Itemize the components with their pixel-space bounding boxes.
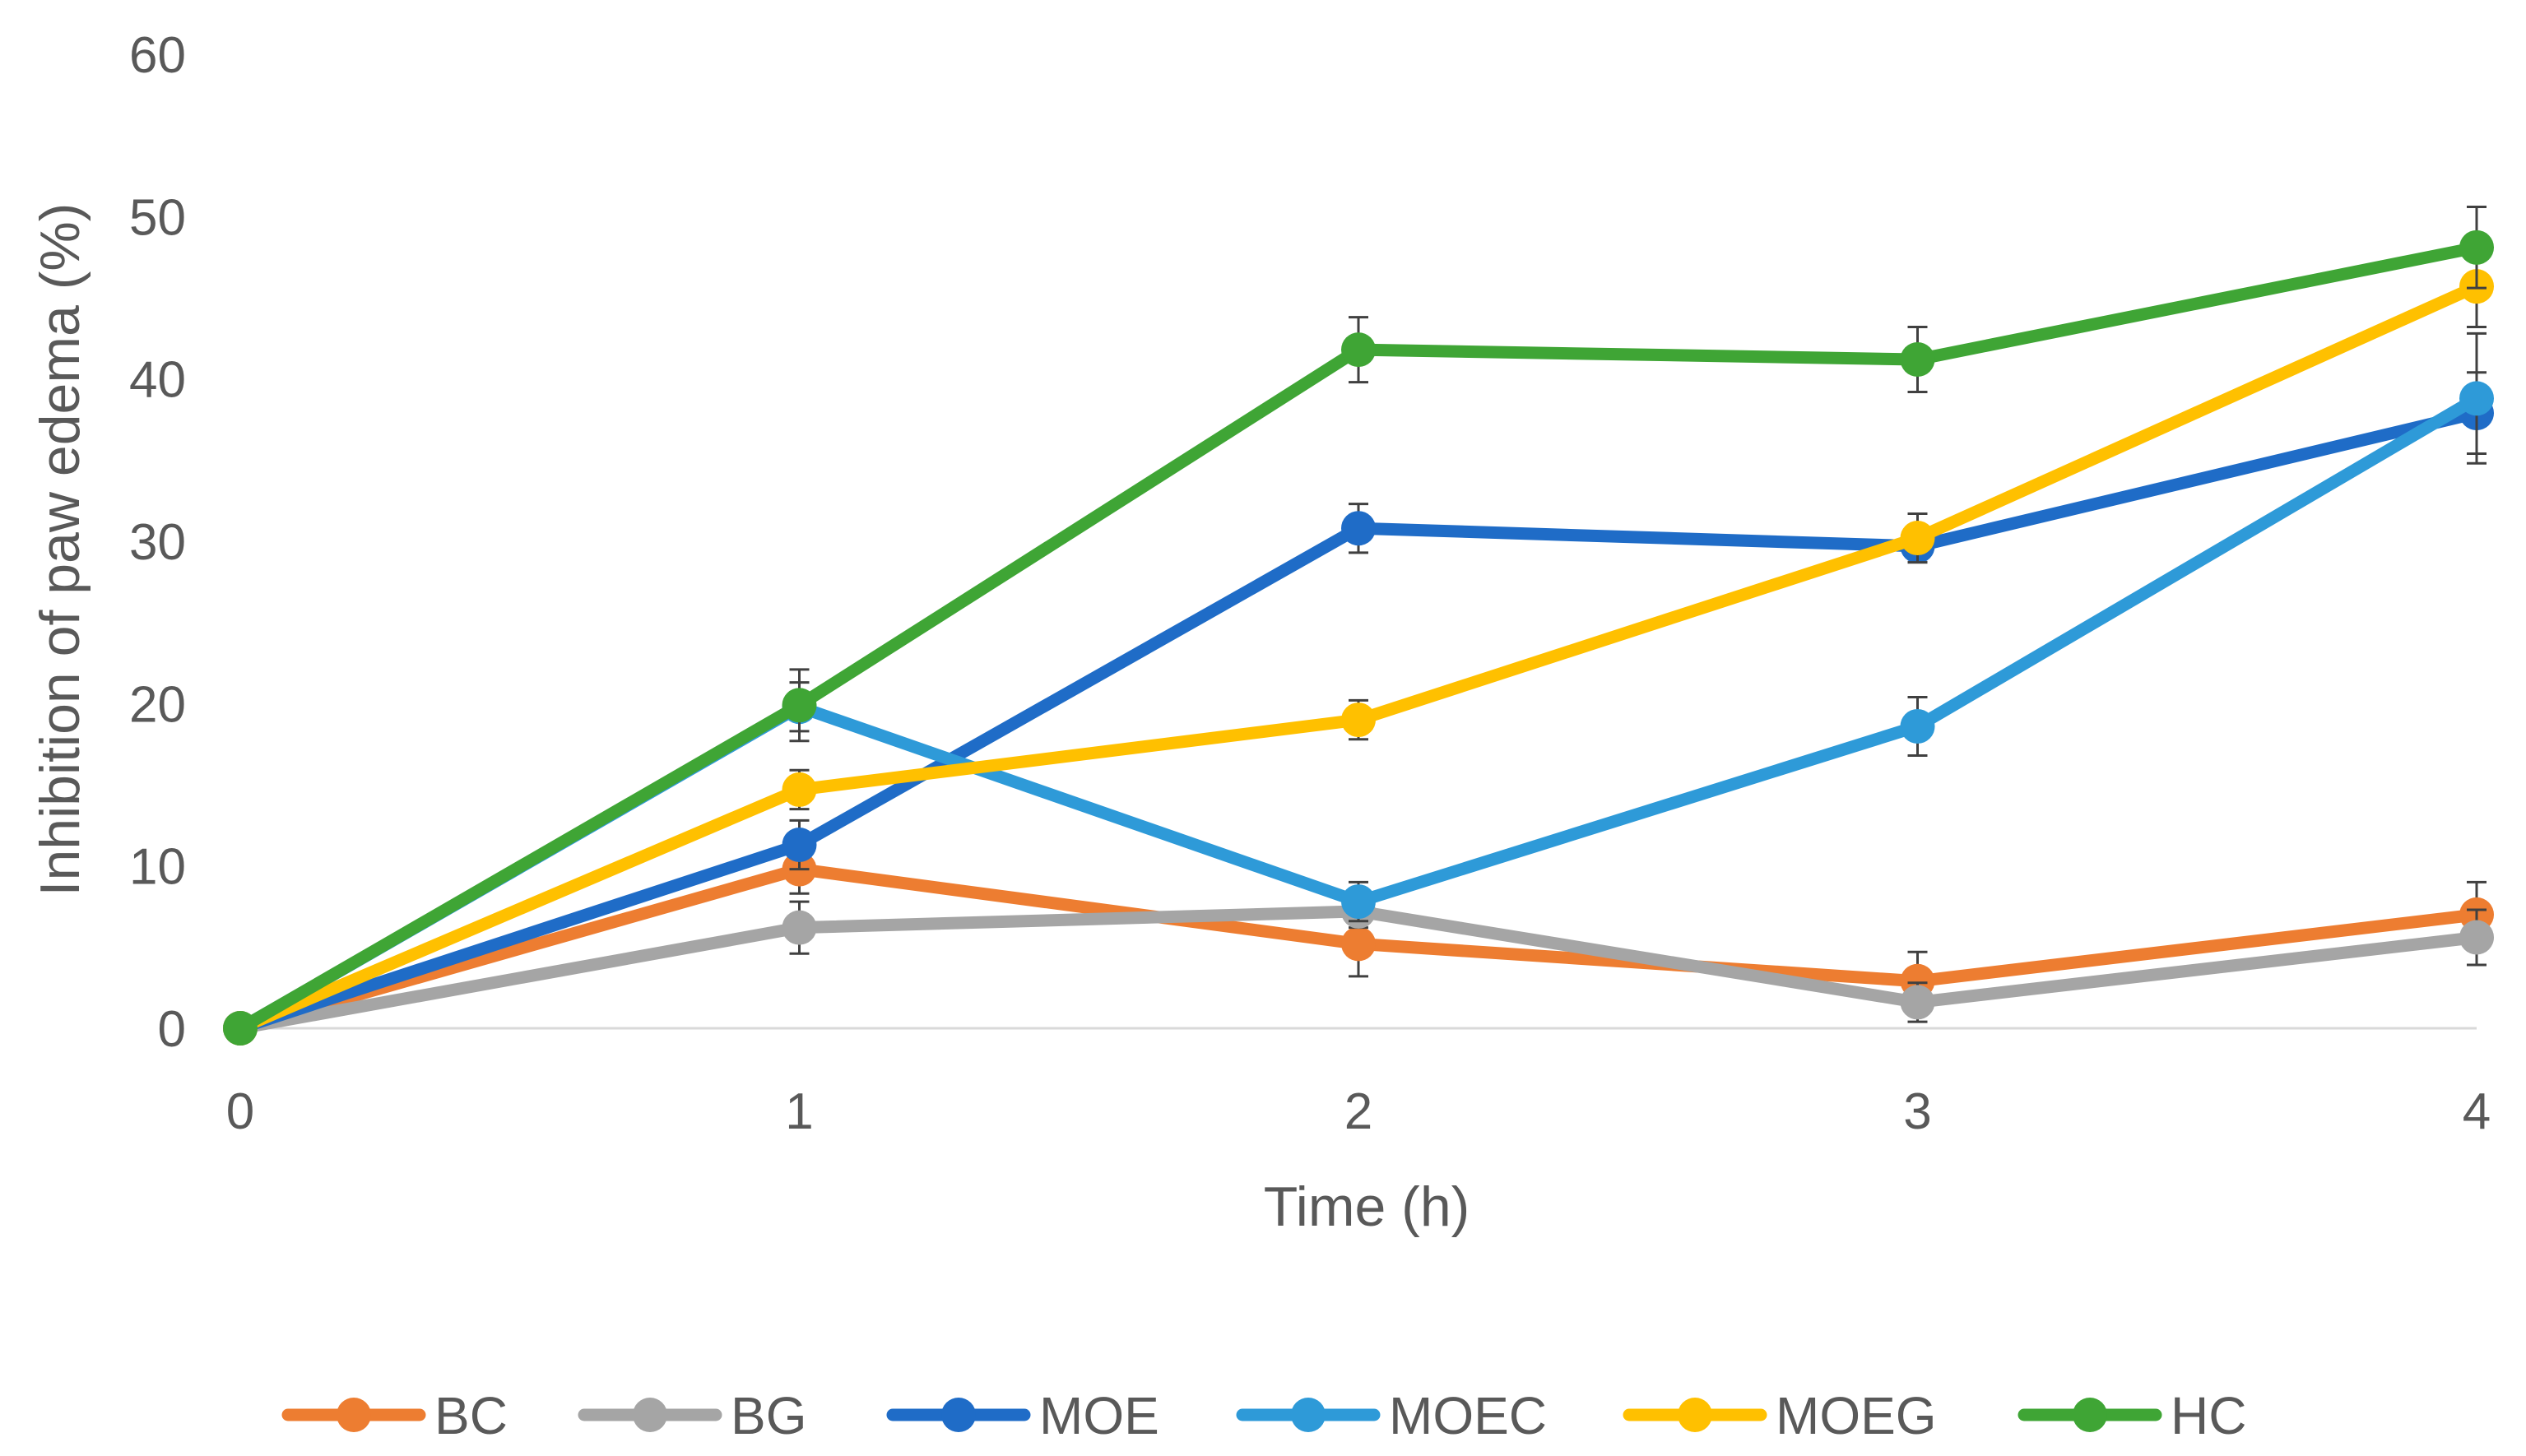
data-point-moeg bbox=[1341, 702, 1376, 738]
x-tick-label: 1 bbox=[785, 1083, 813, 1140]
legend-label: MOE bbox=[1039, 1386, 1159, 1445]
data-point-bc bbox=[1341, 926, 1376, 962]
x-tick-label: 3 bbox=[1903, 1083, 1931, 1140]
series-hc bbox=[223, 205, 2494, 1046]
legend-label: HC bbox=[2171, 1386, 2246, 1445]
legend-label: MOEC bbox=[1389, 1386, 1547, 1445]
legend-item-moec: MOEC bbox=[1236, 1386, 1547, 1445]
data-point-hc bbox=[2459, 230, 2494, 265]
y-tick-label: 50 bbox=[129, 189, 186, 246]
y-tick-label: 30 bbox=[129, 514, 186, 571]
x-tick-label: 0 bbox=[226, 1083, 254, 1140]
data-point-moe bbox=[782, 828, 817, 863]
legend-label: BC bbox=[434, 1386, 508, 1445]
legend-item-hc: HC bbox=[2018, 1386, 2246, 1445]
y-axis-title: Inhibition of paw edema (%) bbox=[29, 203, 91, 897]
data-point-moeg bbox=[782, 772, 817, 807]
x-tick-label: 2 bbox=[1344, 1083, 1372, 1140]
data-point-moec bbox=[2459, 381, 2494, 416]
series-layer bbox=[223, 205, 2494, 1046]
x-axis-title: Time (h) bbox=[1264, 1175, 1470, 1238]
y-tick-label: 10 bbox=[129, 839, 186, 896]
legend-marker bbox=[1291, 1398, 1326, 1432]
y-axis-ticks: 0 10 20 30 40 50 60 bbox=[129, 27, 186, 1058]
legend-marker bbox=[941, 1398, 976, 1432]
y-tick-label: 60 bbox=[129, 27, 186, 84]
data-point-hc bbox=[223, 1011, 258, 1046]
data-point-moec bbox=[1900, 708, 1935, 744]
x-tick-label: 4 bbox=[2463, 1083, 2491, 1140]
data-point-hc bbox=[1341, 332, 1376, 368]
legend-marker bbox=[633, 1398, 667, 1432]
data-point-bg bbox=[782, 910, 817, 945]
legend-label: MOEG bbox=[1776, 1386, 1937, 1445]
legend-marker bbox=[337, 1398, 371, 1432]
data-point-bg bbox=[2459, 920, 2494, 955]
legend-item-moe: MOE bbox=[886, 1386, 1159, 1445]
data-point-moeg bbox=[1900, 521, 1935, 556]
data-point-hc bbox=[1900, 341, 1935, 377]
y-tick-label: 0 bbox=[158, 1001, 186, 1058]
x-axis-ticks: 0 1 2 3 4 bbox=[226, 1083, 2491, 1140]
legend-item-bc: BC bbox=[281, 1386, 508, 1445]
legend-label: BG bbox=[731, 1386, 806, 1445]
data-point-bg bbox=[1900, 985, 1935, 1020]
series-bc bbox=[223, 843, 2494, 1046]
y-tick-label: 40 bbox=[129, 352, 186, 409]
legend: BC BG MOE MOEC MOEG HC bbox=[281, 1386, 2246, 1445]
legend-item-moeg: MOEG bbox=[1623, 1386, 1937, 1445]
data-point-moe bbox=[1341, 511, 1376, 546]
legend-item-bg: BG bbox=[578, 1386, 806, 1445]
legend-marker bbox=[1678, 1398, 1712, 1432]
data-point-hc bbox=[782, 688, 817, 723]
data-point-moec bbox=[1341, 884, 1376, 920]
y-tick-label: 20 bbox=[129, 676, 186, 733]
legend-marker bbox=[2073, 1398, 2107, 1432]
